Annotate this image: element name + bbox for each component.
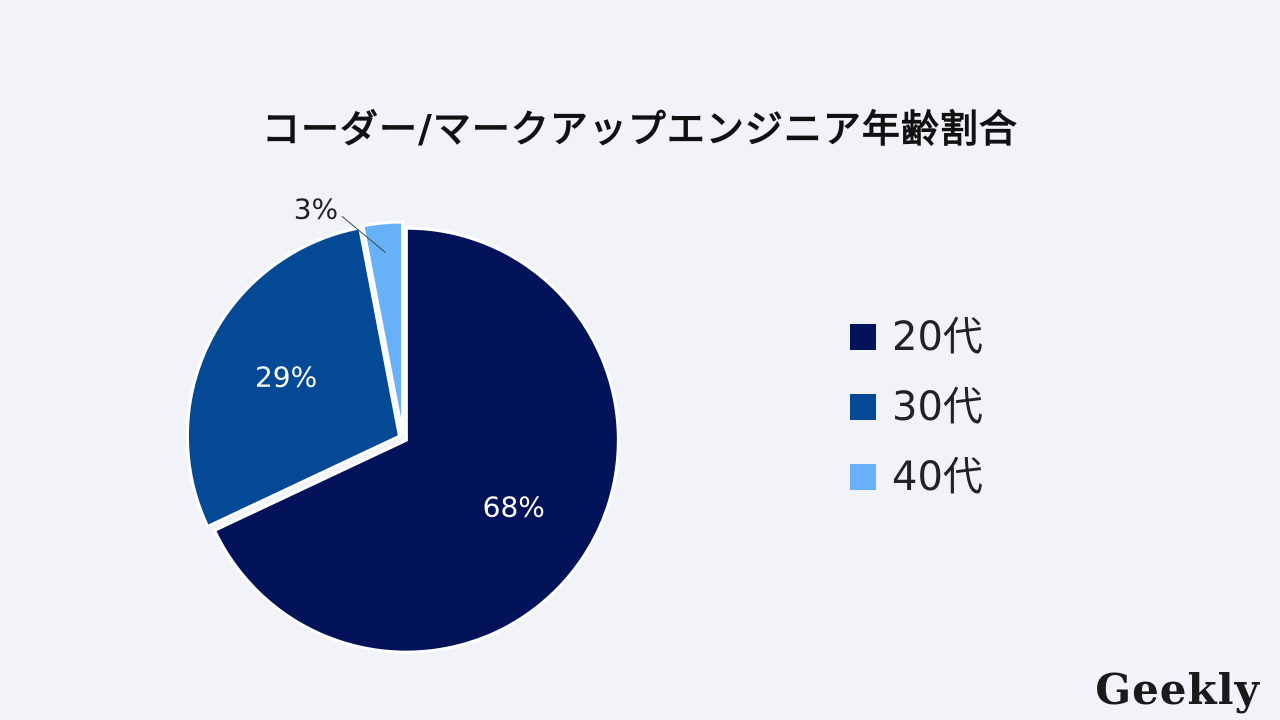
slice-label-30s: 29% — [255, 360, 317, 393]
chart-title: コーダー/マークアップエンジニア年齢割合 — [262, 107, 1018, 151]
legend-swatch-20s — [850, 324, 876, 350]
legend-item-30s: 30代 — [850, 372, 983, 442]
legend-swatch-30s — [850, 394, 876, 420]
legend: 20代 30代 40代 — [850, 302, 983, 512]
slice-20s — [212, 226, 620, 654]
legend-label-40s: 40代 — [892, 454, 983, 500]
slice-label-20s: 68% — [483, 490, 545, 523]
slice-label-40s: 3% — [294, 192, 338, 225]
geekly-logo: Geekly — [1095, 665, 1260, 714]
legend-swatch-40s — [850, 464, 876, 490]
leader-line-40s — [341, 215, 386, 253]
legend-item-20s: 20代 — [850, 302, 983, 372]
legend-label-30s: 30代 — [892, 384, 983, 430]
slice-30s — [185, 226, 402, 529]
legend-item-40s: 40代 — [850, 442, 983, 512]
legend-label-20s: 20代 — [892, 314, 983, 360]
slice-40s — [361, 220, 405, 435]
